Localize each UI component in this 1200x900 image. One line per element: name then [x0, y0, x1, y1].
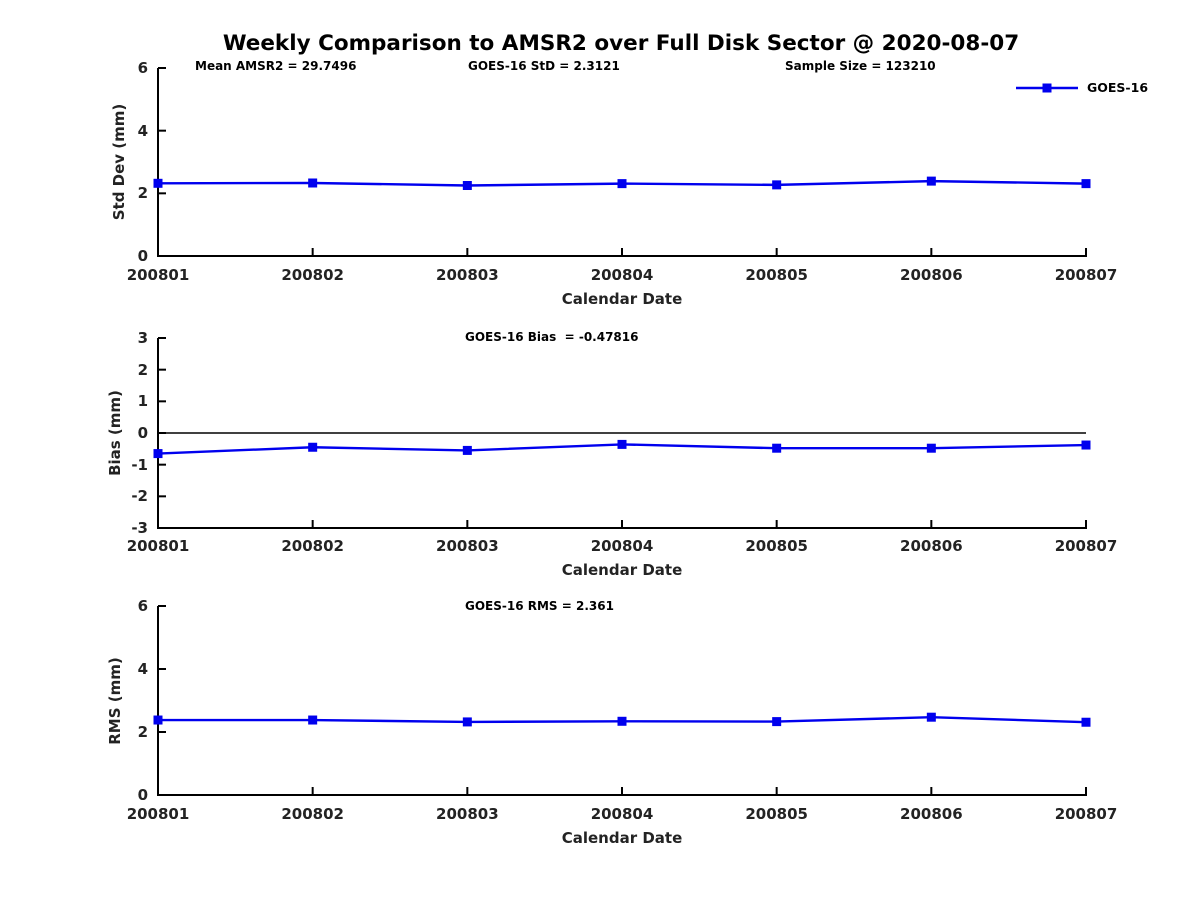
figure-title: Weekly Comparison to AMSR2 over Full Dis… — [222, 31, 1020, 56]
data-point-marker — [772, 443, 782, 453]
x-tick-label: 200803 — [436, 537, 499, 555]
x-tick-label: 200806 — [900, 537, 963, 555]
data-point-marker — [153, 715, 163, 725]
data-point-marker — [1081, 440, 1091, 450]
y-tick-label: 2 — [137, 723, 148, 741]
data-point-marker — [926, 176, 936, 186]
x-tick-label: 200806 — [900, 805, 963, 823]
data-point-marker — [772, 717, 782, 727]
x-axis-label: Calendar Date — [561, 561, 683, 579]
x-tick-label: 200804 — [590, 537, 654, 555]
y-tick-label: 1 — [137, 392, 148, 411]
y-tick-label: 2 — [137, 184, 148, 203]
x-tick-label: 200804 — [590, 266, 654, 284]
x-tick-label: 200806 — [900, 266, 963, 284]
stat-annotation: GOES-16 StD = 2.3121 — [468, 59, 620, 73]
data-point-marker — [1081, 717, 1091, 727]
x-tick-label: 200801 — [126, 266, 190, 284]
x-tick-label: 200805 — [745, 537, 808, 555]
y-tick-label: -3 — [131, 519, 148, 537]
stat-annotation: GOES-16 RMS = 2.361 — [465, 599, 614, 613]
stat-annotation: Mean AMSR2 = 29.7496 — [195, 59, 357, 73]
x-tick-label: 200807 — [1054, 537, 1118, 555]
y-axis-label: RMS (mm) — [106, 656, 124, 745]
legend-label: GOES-16 — [1087, 80, 1149, 95]
x-tick-label: 200805 — [745, 805, 808, 823]
legend-marker-sample — [1042, 83, 1052, 93]
x-tick-label: 200802 — [281, 266, 344, 284]
x-tick-label: 200807 — [1054, 805, 1118, 823]
y-tick-label: 3 — [137, 329, 148, 347]
data-point-marker — [308, 715, 318, 725]
data-point-marker — [308, 442, 318, 452]
x-tick-label: 200802 — [281, 805, 344, 823]
data-point-marker — [1081, 179, 1091, 189]
y-tick-label: -2 — [131, 487, 148, 506]
data-point-marker — [462, 717, 472, 727]
x-tick-label: 200803 — [436, 805, 499, 823]
y-tick-label: 4 — [137, 121, 148, 140]
x-tick-label: 200803 — [436, 266, 499, 284]
y-tick-label: 0 — [137, 424, 148, 442]
x-tick-label: 200807 — [1054, 266, 1118, 284]
data-point-marker — [308, 178, 318, 188]
y-tick-label: -1 — [131, 455, 148, 474]
x-tick-label: 200801 — [126, 537, 190, 555]
x-axis-label: Calendar Date — [561, 290, 683, 308]
x-tick-label: 200801 — [126, 805, 190, 823]
data-point-marker — [617, 716, 627, 726]
y-axis-label: Std Dev (mm) — [110, 103, 128, 221]
y-tick-label: 6 — [137, 59, 148, 77]
data-point-marker — [772, 180, 782, 190]
x-tick-label: 200802 — [281, 537, 344, 555]
data-point-marker — [617, 439, 627, 449]
y-tick-label: 0 — [137, 247, 148, 265]
y-tick-label: 0 — [137, 786, 148, 804]
data-point-marker — [926, 443, 936, 453]
data-point-marker — [153, 178, 163, 188]
data-point-marker — [462, 445, 472, 455]
x-tick-label: 200804 — [590, 805, 654, 823]
stat-annotation: Sample Size = 123210 — [785, 59, 936, 73]
x-axis-label: Calendar Date — [561, 829, 683, 847]
data-point-marker — [926, 712, 936, 722]
stat-annotation: GOES-16 Bias = -0.47816 — [465, 330, 639, 344]
y-tick-label: 6 — [137, 597, 148, 615]
data-point-marker — [617, 179, 627, 189]
y-tick-label: 2 — [137, 360, 148, 379]
x-tick-label: 200805 — [745, 266, 808, 284]
y-tick-label: 4 — [137, 660, 148, 678]
y-axis-label: Bias (mm) — [106, 390, 124, 476]
data-point-marker — [462, 181, 472, 190]
data-point-marker — [153, 449, 163, 459]
